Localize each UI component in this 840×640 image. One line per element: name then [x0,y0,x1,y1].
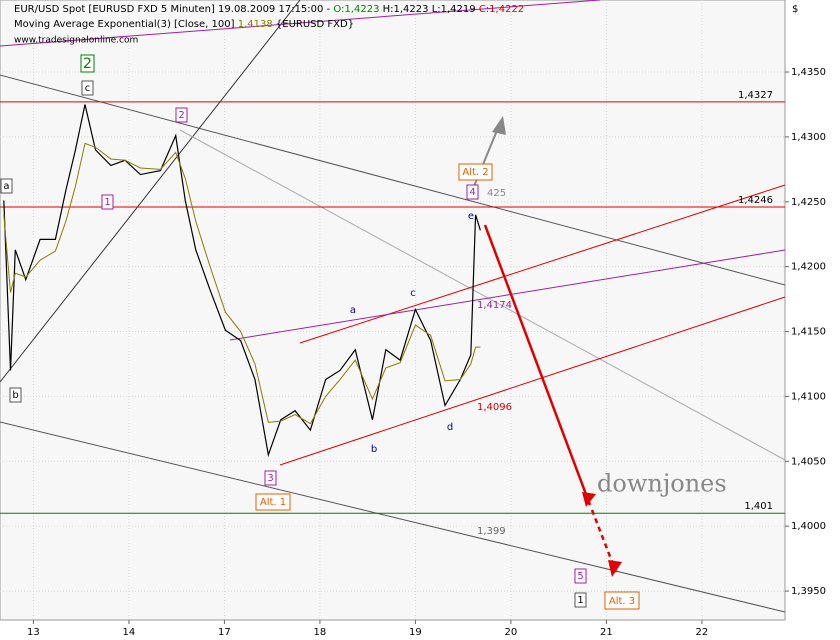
wave-label: 4 [469,187,475,198]
x-tick-label: 17 [218,627,231,638]
y-tick-label: 1,4300 [791,132,826,143]
x-tick-label: 18 [314,627,327,638]
level-label: 1,4327 [738,90,773,101]
trendline [0,421,786,613]
label-box [101,194,114,210]
label-box [574,568,587,584]
label-box [9,387,22,403]
price-note: 1,399 [477,526,506,537]
wave-label: b [371,444,377,455]
wave-label: c [410,288,416,299]
watermark: downjones [597,470,727,498]
wave-label: a [3,181,9,192]
label-box [264,470,277,486]
y-tick-label: 1,4100 [791,391,826,402]
trendlines [0,0,786,613]
level-label: 1,4246 [738,195,773,206]
wave-label: 3 [267,473,273,484]
alt-label: Alt. 1 [260,497,286,508]
price-line [3,142,481,425]
wave-label: d [447,422,453,433]
trendline [0,0,601,47]
x-tick-label: 20 [505,627,518,638]
wave-label: 1 [577,595,583,606]
trendline [0,0,301,383]
arrow-head [492,116,506,135]
label-box [80,54,95,73]
axes: 1,3950 1,4000 1,4050 1,4100 1,4150 1,4200 1,42… [27,67,826,638]
indicator: Moving Average Exponential(3) [Close, 10… [14,19,235,30]
label-box [175,107,188,123]
y-tick-label: 1,3950 [791,586,826,597]
level-label: 1,401 [744,501,773,512]
plot-area [0,0,786,621]
label-box [81,80,94,96]
wave-label: e [468,211,474,222]
x-tick-label: 21 [600,627,613,638]
arrow [483,224,592,506]
trendline [179,129,786,461]
arrow-head [582,492,596,507]
x-tick-label: 22 [696,627,709,638]
wave-label: 2 [178,110,184,121]
y-tick-label: 1,4000 [791,521,826,532]
quote: L:1,4219 [432,4,476,15]
indicator: {EURUSD FXD} [276,19,354,30]
y-tick-label: 1,4200 [791,262,826,273]
x-tick-label: 19 [409,627,422,638]
source: www.tradesignalonline.com [14,36,138,46]
label-box [466,184,479,200]
indicator-line: Moving Average Exponential(3) [Close, 10… [14,19,354,30]
y-tick-label: 1,4050 [791,456,826,467]
channel-line [279,296,786,466]
wave-label: 5 [577,571,583,582]
arrow-head [608,560,622,577]
trendline [0,74,786,286]
header-line: EUR/USD Spot [EURUSD FXD 5 Minuten] 19.0… [14,4,524,15]
price-note: 1,4174 [477,300,512,311]
annotations: 2 c 2 1 a b 3 Alt. 1 a b c d e Alt. 2 4 … [0,54,727,610]
label-box [0,178,13,194]
quote: C:1,4222 [479,4,524,15]
wave-label: 1 [104,197,110,208]
label-box [604,591,640,610]
label-box [458,163,493,181]
alt-label: Alt. 2 [462,167,488,178]
series [3,104,481,458]
wave-label: b [12,390,18,401]
x-tick-label: 13 [27,627,40,638]
quote: O:1,4223 [333,4,379,15]
wave-label: 2 [83,56,92,72]
trendline [229,249,786,341]
indicator-value: 1,4138 [238,19,273,30]
label-box [255,493,291,511]
levels: 1,4327 1,4246 1,401 [0,90,785,514]
y-tick-label: 1,4150 [791,327,826,338]
alt-label: Alt. 3 [609,596,635,607]
wave-label: a [350,305,356,316]
price-note: 1,4096 [477,402,512,413]
label-box [574,592,587,608]
price-line [3,104,481,458]
y-tick-label: 1,4350 [791,67,826,78]
quote: H:1,4223 [383,4,429,15]
x-tick-label: 14 [123,627,136,638]
price-note: 425 [487,188,506,199]
currency: $ [792,4,798,15]
channel-line [299,184,786,344]
title: EUR/USD Spot [EURUSD FXD 5 Minuten] 19.0… [14,4,331,15]
wave-label: c [85,83,91,94]
y-tick-label: 1,4250 [791,197,826,208]
